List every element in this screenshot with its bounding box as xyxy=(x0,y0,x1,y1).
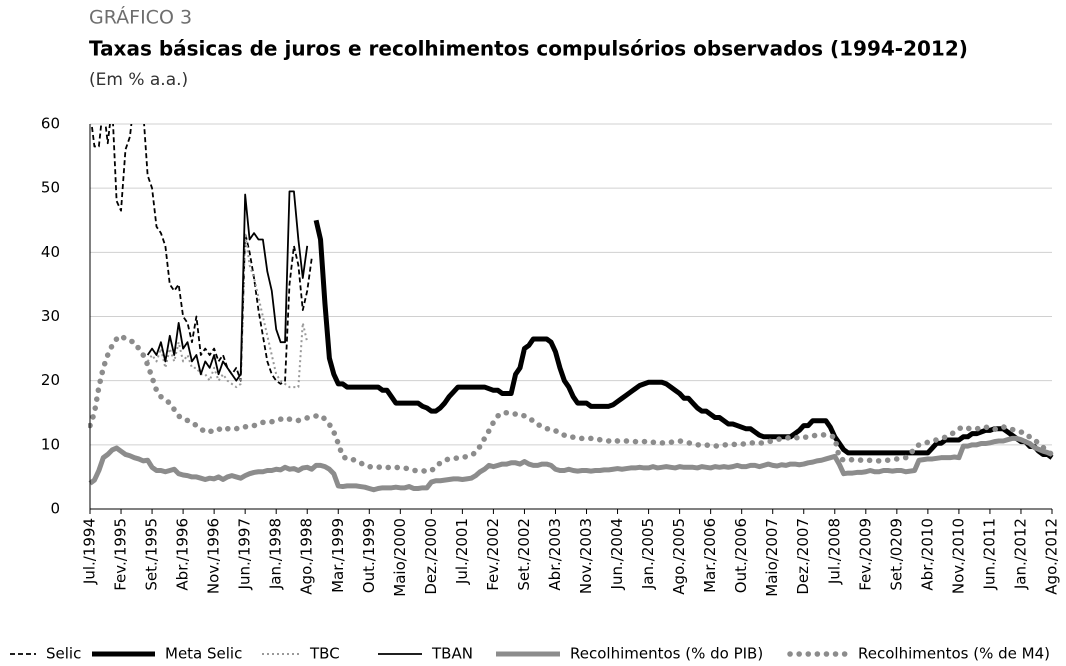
x-tick-label: Abr./2003 xyxy=(546,518,564,591)
legend-label: Meta Selic xyxy=(165,645,242,663)
x-tick-label: Jun./1997 xyxy=(236,518,254,590)
chart-subtitle: (Em % a.a.) xyxy=(89,70,188,90)
legend-label: Selic xyxy=(46,645,81,663)
legend-label: Recolhimentos (% de M4) xyxy=(858,645,1050,663)
series-line xyxy=(146,232,309,389)
x-tick-label: Dez./2000 xyxy=(422,518,440,595)
series-line xyxy=(88,435,1053,493)
series-line xyxy=(313,219,1054,460)
y-tick-label: 0 xyxy=(50,500,60,518)
x-tick-label: Abr./1996 xyxy=(174,518,192,591)
x-tick-label: Set./0209 xyxy=(887,518,905,591)
y-tick-label: 30 xyxy=(41,307,60,325)
x-tick-label: Jan./2005 xyxy=(639,518,657,590)
y-tick-label: 40 xyxy=(41,243,60,261)
x-tick-label: Jul./1994 xyxy=(81,518,99,585)
x-tick-label: Fev./2009 xyxy=(856,518,874,591)
chart-kicker: GRÁFICO 3 xyxy=(89,6,192,29)
x-tick-label: Maio/2000 xyxy=(391,518,409,597)
x-tick-label: Ago./1998 xyxy=(298,518,316,595)
x-tick-label: Ago./2005 xyxy=(670,518,688,595)
x-tick-label: Out./2006 xyxy=(732,518,750,593)
x-tick-label: Set./2002 xyxy=(515,518,533,591)
legend: Selic Meta Selic TBC TBAN Recolhimentos (% d… xyxy=(10,645,1050,663)
x-tick-label: Fev./2002 xyxy=(484,518,502,591)
y-tick-label: 60 xyxy=(41,115,60,133)
y-tick-label: 10 xyxy=(41,435,60,453)
legend-label: Recolhimentos (% do PIB) xyxy=(570,645,763,663)
series-line xyxy=(88,333,1055,475)
x-tick-label: Jan./2012 xyxy=(1011,518,1029,590)
x-tick-label: Jul./2001 xyxy=(453,518,471,585)
x-tick-label: Nov./2003 xyxy=(577,518,595,594)
x-tick-label: Fev./1995 xyxy=(112,518,130,591)
x-tick-label: Maio/2007 xyxy=(763,518,781,597)
x-tick-label: Jun./2011 xyxy=(980,518,998,590)
axes: 0 10 20 30 40 50 60 Jul./1994 Fev./1995 Set./1995… xyxy=(41,115,1061,597)
x-tick-label: Nov./1996 xyxy=(205,518,223,594)
x-tick-label: Mar./2006 xyxy=(701,518,719,593)
x-tick-label: Nov./2010 xyxy=(949,518,967,594)
x-tick-label: Abr./2010 xyxy=(918,518,936,591)
x-tick-label: Mar./1999 xyxy=(329,518,347,593)
x-tick-label: Ago./2012 xyxy=(1043,518,1061,595)
legend-label: TBAN xyxy=(431,645,473,663)
plot-area xyxy=(88,124,1055,493)
y-tick-label: 50 xyxy=(41,179,60,197)
x-tick-label: Out./1999 xyxy=(360,518,378,593)
series-line xyxy=(146,190,309,382)
legend-label: TBC xyxy=(309,645,340,663)
y-tick-label: 20 xyxy=(41,371,60,389)
chart-title: Taxas básicas de juros e recolhimentos c… xyxy=(89,37,968,61)
x-tick-label: Jul./2008 xyxy=(825,518,843,585)
x-tick-label: Jun./2004 xyxy=(608,518,626,590)
series-line xyxy=(90,124,313,385)
x-tick-label: Set./1995 xyxy=(143,518,161,591)
x-tick-label: Dez./2007 xyxy=(794,518,812,595)
x-tick-label: Jan./1998 xyxy=(267,518,285,590)
